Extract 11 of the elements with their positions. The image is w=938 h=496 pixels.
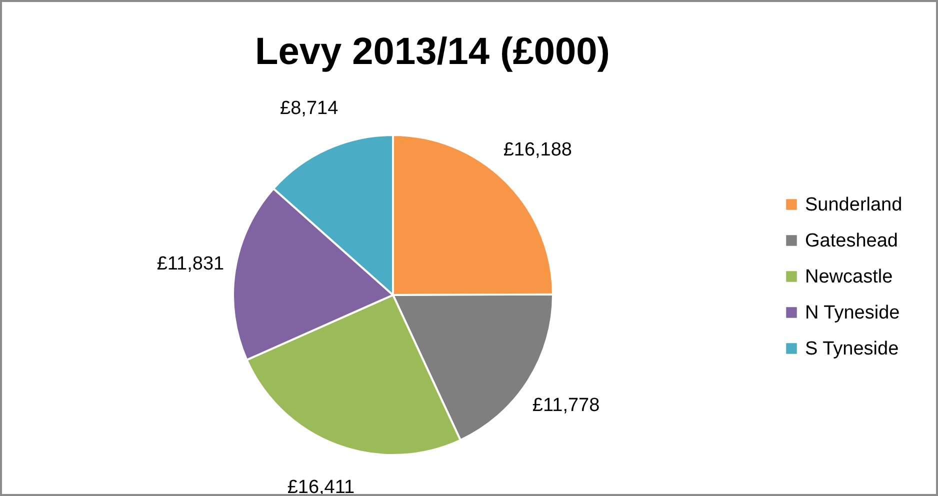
- data-label: £11,778: [532, 394, 600, 416]
- data-label: £8,714: [280, 98, 339, 119]
- data-label: £16,188: [503, 140, 572, 161]
- legend-label: Gateshead: [805, 230, 898, 252]
- legend-label: S Tyneside: [805, 338, 899, 360]
- data-label: £16,411: [287, 476, 355, 496]
- legend-label: Newcastle: [805, 266, 893, 288]
- legend-label: N Tyneside: [805, 302, 900, 324]
- chart-title: Levy 2013/14 (£000): [255, 31, 610, 73]
- legend-label: Sunderland: [805, 194, 902, 216]
- data-label: £11,831: [156, 253, 224, 274]
